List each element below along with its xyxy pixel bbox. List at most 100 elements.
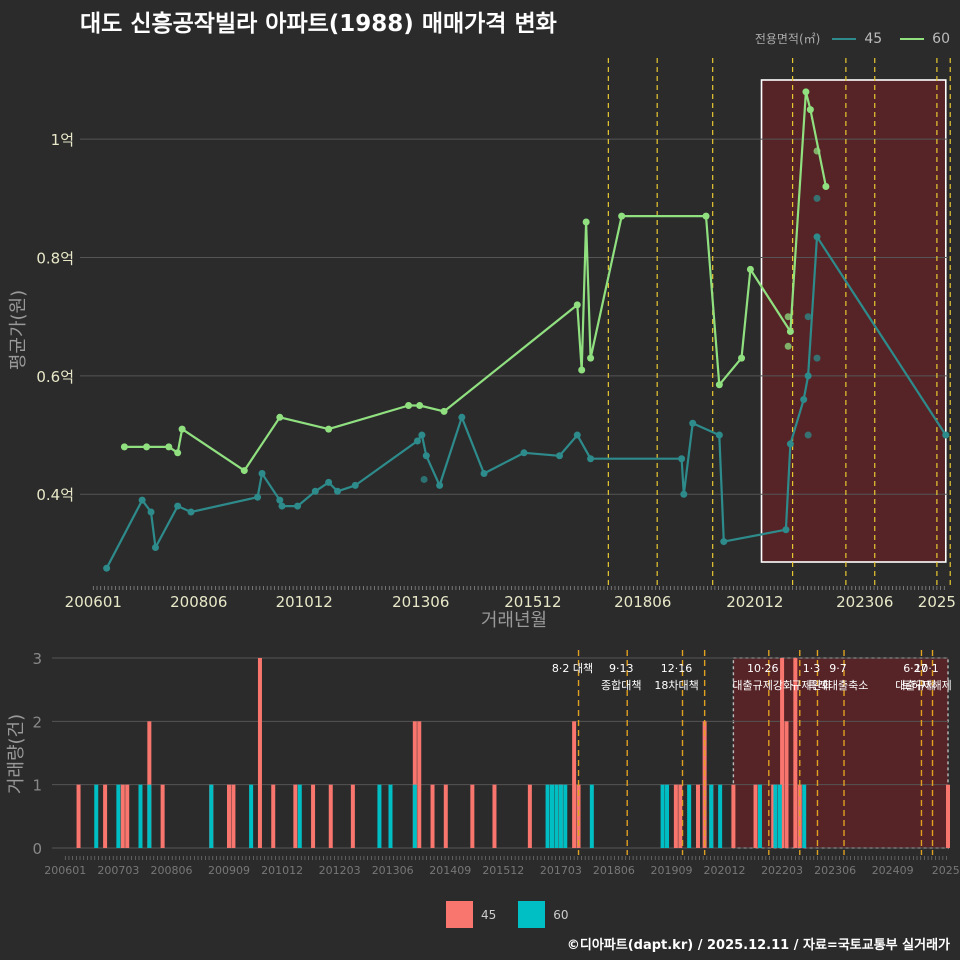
- point-60-16: [702, 212, 710, 220]
- bar-45-14: [350, 784, 355, 848]
- point-45-2: [147, 508, 155, 516]
- series-line-60: [124, 90, 827, 472]
- policy-label-7-1: 특례대출축소: [808, 679, 869, 692]
- bar-45-24: [576, 784, 581, 848]
- point-45-15: [413, 437, 421, 445]
- bar-y-tick-label-0: 0: [32, 840, 42, 858]
- point-45-0: [103, 564, 111, 572]
- chart-title: 대도 신흥공작빌라 아파트(1988) 매매가격 변화: [80, 11, 557, 37]
- bar-60-1: [116, 784, 121, 848]
- policy-label-6-1: 규제완화: [791, 679, 831, 692]
- point-45-8: [276, 496, 284, 504]
- x-tick-label-2: 201012: [276, 593, 333, 611]
- bar-45-10: [271, 784, 276, 848]
- bar-45-2: [120, 784, 125, 848]
- bar-x-tick-label-0: 200601: [44, 864, 86, 877]
- bar-y-tick-label-2: 2: [32, 713, 42, 731]
- policy-label-7-0: 9·7: [829, 662, 847, 675]
- bar-legend-label-45: 45: [481, 907, 497, 922]
- y-tick-label-3: 1억: [51, 131, 74, 149]
- bar-60-16: [660, 784, 665, 848]
- point-60-17: [715, 381, 723, 389]
- bar-x-tick-label-13: 202203: [761, 864, 803, 877]
- area-legend: 전용면적(㎡) 45 60: [755, 30, 950, 47]
- bar-45-17: [430, 784, 435, 848]
- legend-label-45: 45: [864, 30, 883, 47]
- bar-45-7: [226, 784, 231, 848]
- bar-60-8: [388, 784, 393, 848]
- bar-45-30: [731, 784, 736, 848]
- point-45-31: [786, 440, 794, 448]
- bar-x-tick-label-7: 201409: [429, 864, 471, 877]
- x-tick-label-8: 2025: [918, 593, 956, 611]
- point-60-11: [573, 301, 581, 309]
- point-45-9: [278, 502, 286, 510]
- policy-label-1-0: 9·13: [609, 662, 634, 675]
- policy-label-9-0: 10·1: [914, 662, 939, 675]
- point-45-33: [804, 372, 812, 380]
- point-45-14: [351, 481, 359, 489]
- point-45-4: [174, 502, 182, 510]
- bar-60-13: [558, 784, 563, 848]
- bar-60-4: [209, 784, 214, 848]
- bar-45-36: [797, 784, 802, 848]
- point-60-3: [174, 449, 182, 457]
- bar-y-axis-title: 거래량(건): [6, 714, 27, 794]
- policy-label-6-0: 1·3: [803, 662, 821, 675]
- point-60-19: [746, 265, 754, 273]
- point-60-20: [786, 328, 794, 335]
- x-tick-label-0: 200601: [65, 593, 122, 611]
- bar-45-16: [417, 721, 422, 848]
- extra-point-45-0: [420, 475, 428, 483]
- bar-45-15: [412, 721, 417, 848]
- bar-45-26: [678, 784, 683, 848]
- bar-x-tick-label-16: 2025: [932, 864, 960, 877]
- x-tick-label-7: 202306: [836, 593, 893, 611]
- point-45-3: [151, 543, 159, 551]
- point-45-26: [680, 490, 688, 498]
- point-60-23: [822, 183, 830, 191]
- point-45-23: [573, 431, 581, 439]
- bar-legend-swatch-45: [446, 901, 473, 928]
- point-45-6: [254, 493, 262, 501]
- bar-45-0: [76, 784, 81, 848]
- bar-x-tick-label-12: 202012: [704, 864, 746, 877]
- point-45-22: [556, 452, 564, 460]
- policy-label-8-1: 대출규제: [895, 679, 935, 692]
- bar-60-12: [554, 784, 559, 848]
- y-tick-label-0: 0.4억: [36, 486, 74, 504]
- bar-45-37: [946, 784, 950, 848]
- bar-60-21: [757, 784, 762, 848]
- bar-45-27: [696, 784, 701, 848]
- y-axis-title: 평균가(원): [8, 290, 29, 370]
- bar-60-6: [297, 784, 302, 848]
- bar-45-32: [771, 784, 776, 848]
- bar-x-tick-label-4: 201012: [261, 864, 303, 877]
- point-60-15: [618, 212, 626, 220]
- bar-60-0: [94, 784, 99, 848]
- bar-60-10: [545, 784, 550, 848]
- bar-x-tick-label-10: 201806: [593, 864, 635, 877]
- bar-45-5: [160, 784, 165, 848]
- policy-label-9-1: 토허제해제: [901, 678, 952, 692]
- bar-45-8: [231, 784, 236, 848]
- bar-45-3: [125, 784, 130, 848]
- point-60-22: [806, 106, 814, 114]
- bar-45-4: [147, 721, 152, 848]
- point-45-34: [813, 233, 821, 241]
- point-60-5: [240, 467, 248, 475]
- point-45-28: [715, 431, 723, 439]
- bar-60-24: [802, 784, 807, 848]
- point-45-32: [800, 396, 808, 404]
- point-45-19: [458, 413, 466, 421]
- extra-point-60-2: [813, 147, 821, 155]
- extra-point-60-1: [784, 342, 792, 350]
- point-45-1: [138, 496, 146, 504]
- legend-swatch-60: [900, 37, 925, 40]
- bar-45-34: [784, 721, 789, 848]
- point-60-1: [143, 443, 151, 451]
- bar-60-7: [377, 784, 382, 848]
- x-axis-title: 거래년월: [481, 610, 547, 631]
- point-60-10: [440, 407, 448, 415]
- point-45-5: [187, 508, 195, 516]
